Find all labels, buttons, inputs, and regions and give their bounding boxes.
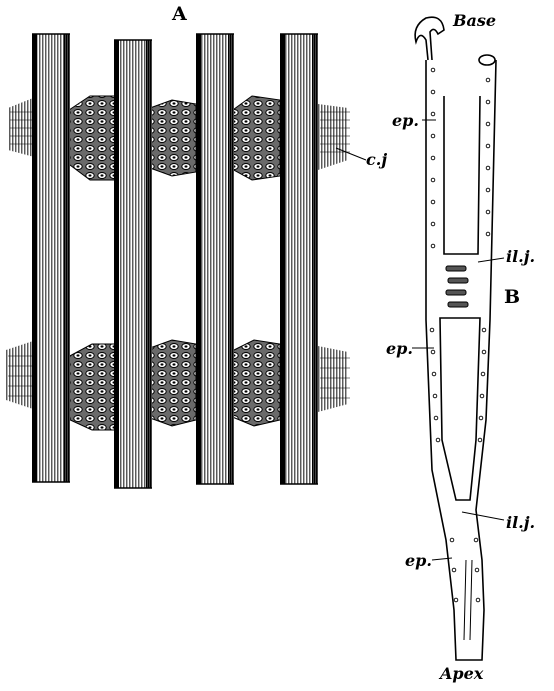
junction-lower-3: [229, 339, 281, 427]
base-label: Base: [452, 11, 496, 30]
callout-ilj-top: il.j.: [506, 247, 535, 266]
junction-lower-2: [149, 339, 197, 427]
junction-edge-left-upper: [8, 96, 38, 158]
cj-leader: [335, 147, 367, 161]
junction-lower-1: [65, 343, 117, 431]
filament-4: [280, 33, 318, 485]
junction-edge-left-lower: [6, 340, 36, 410]
callout-ep-bot: ep.: [405, 551, 432, 570]
filament-outline: [425, 59, 497, 661]
lower-slit: [463, 559, 473, 641]
callout-ep-top: ep.: [392, 111, 419, 130]
filament-1: [32, 33, 70, 483]
junction-upper-2: [149, 99, 197, 177]
base-hook: [414, 16, 445, 61]
panel-a-label: A: [171, 3, 187, 25]
junction-edge-right-lower: [318, 346, 348, 412]
filaments: [32, 33, 318, 489]
apex-label: Apex: [438, 664, 484, 683]
callout-ep-mid: ep.: [386, 339, 413, 358]
isthmus-junction-top: [445, 265, 469, 308]
middle-cavity: [439, 317, 481, 501]
panel-b-label: B: [504, 286, 520, 308]
filament-2: [114, 39, 152, 489]
filament-3: [196, 33, 234, 485]
junction-upper-3: [229, 95, 281, 181]
nuclei-dots: [429, 67, 491, 603]
panel-b: B Base Apex: [386, 11, 535, 683]
callout-cj: c.j: [366, 150, 387, 169]
fork-gap: [443, 95, 481, 255]
panel-a: A: [6, 3, 387, 489]
junction-edge-right-upper: [318, 104, 348, 170]
callout-ilj-bot: il.j.: [506, 513, 535, 532]
conjugation-junctions: [6, 95, 350, 431]
branch-cut-end: [478, 54, 496, 66]
junction-upper-1: [65, 95, 117, 181]
